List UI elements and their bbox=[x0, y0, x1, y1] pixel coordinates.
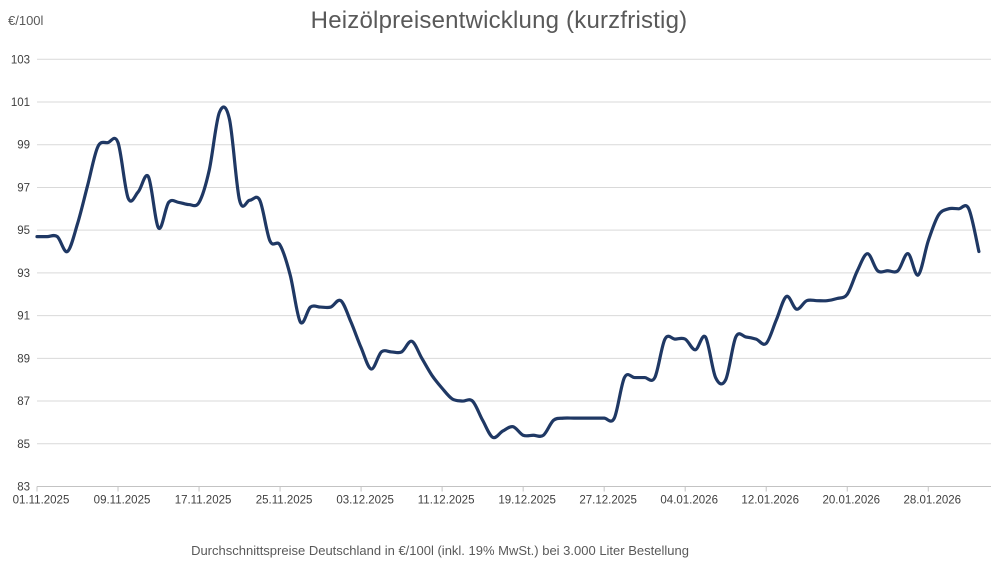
y-tick-label: 101 bbox=[11, 97, 30, 109]
x-tick-label: 19.12.2025 bbox=[498, 495, 556, 507]
x-tick-label: 11.12.2025 bbox=[418, 495, 475, 507]
x-tick-label: 03.12.2025 bbox=[336, 495, 394, 507]
y-tick-label: 85 bbox=[17, 439, 30, 451]
y-tick-label: 97 bbox=[17, 182, 30, 194]
y-tick-label: 99 bbox=[17, 140, 30, 152]
y-tick-label: 103 bbox=[11, 54, 30, 66]
footer-caption: Durchschnittspreise Deutschland in €/100… bbox=[191, 543, 689, 558]
x-tick-label: 20.01.2026 bbox=[822, 495, 880, 507]
y-axis-unit-label: €/100l bbox=[8, 13, 44, 28]
x-tick-label: 27.12.2025 bbox=[579, 495, 637, 507]
y-tick-label: 87 bbox=[17, 396, 30, 408]
x-tick-label: 12.01.2026 bbox=[741, 495, 799, 507]
y-tick-label: 89 bbox=[17, 353, 30, 365]
x-tick-label: 17.11.2025 bbox=[175, 495, 232, 507]
y-tick-label: 91 bbox=[17, 311, 30, 323]
y-tick-label: 95 bbox=[17, 225, 30, 237]
y-tick-label: 83 bbox=[17, 482, 30, 494]
x-tick-label: 04.01.2026 bbox=[660, 495, 718, 507]
x-tick-label: 25.11.2025 bbox=[256, 495, 313, 507]
y-tick-label: 93 bbox=[17, 268, 30, 280]
price-line bbox=[35, 105, 981, 440]
x-tick-label: 01.11.2025 bbox=[13, 495, 70, 507]
x-tick-label: 09.11.2025 bbox=[94, 495, 151, 507]
chart-title: Heizölpreisentwicklung (kurzfristig) bbox=[310, 7, 688, 34]
x-tick-label: 28.01.2026 bbox=[903, 495, 961, 507]
